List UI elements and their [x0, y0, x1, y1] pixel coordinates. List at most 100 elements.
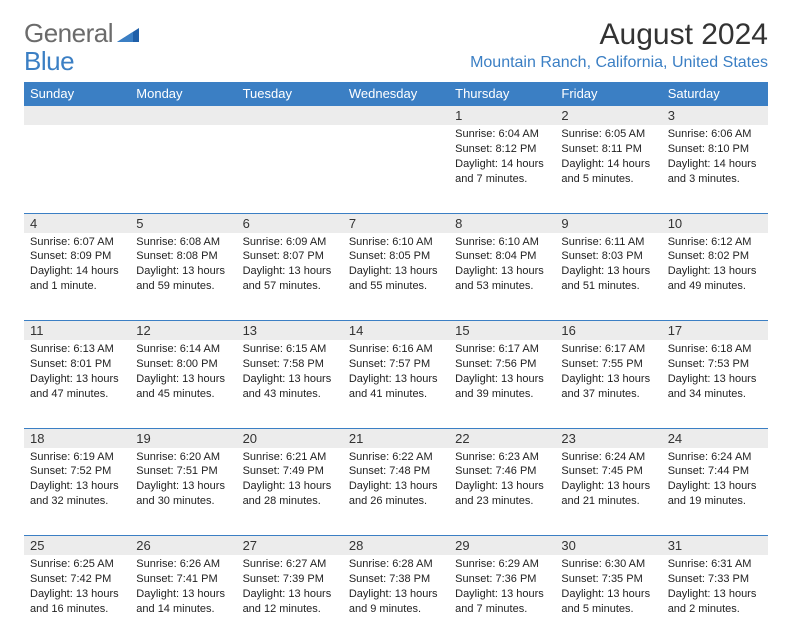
day-number-cell: 5: [130, 213, 236, 233]
day-number: 6: [237, 214, 343, 233]
day-details: Sunrise: 6:31 AMSunset: 7:33 PMDaylight:…: [662, 555, 768, 620]
day-number-cell: 20: [237, 428, 343, 448]
day-sr: Sunrise: 6:25 AM: [30, 557, 124, 572]
day-header: Monday: [130, 82, 236, 106]
day-d2: and 30 minutes.: [136, 494, 230, 509]
day-details: Sunrise: 6:13 AMSunset: 8:01 PMDaylight:…: [24, 340, 130, 405]
day-d1: Daylight: 13 hours: [243, 264, 337, 279]
day-ss: Sunset: 7:53 PM: [668, 357, 762, 372]
day-d2: and 59 minutes.: [136, 279, 230, 294]
day-content-cell: [237, 125, 343, 213]
day-number-cell: 19: [130, 428, 236, 448]
day-d2: and 1 minute.: [30, 279, 124, 294]
day-ss: Sunset: 7:38 PM: [349, 572, 443, 587]
day-number: 21: [343, 429, 449, 448]
day-ss: Sunset: 8:01 PM: [30, 357, 124, 372]
day-details: Sunrise: 6:16 AMSunset: 7:57 PMDaylight:…: [343, 340, 449, 405]
day-details: Sunrise: 6:28 AMSunset: 7:38 PMDaylight:…: [343, 555, 449, 620]
day-content-cell: Sunrise: 6:10 AMSunset: 8:05 PMDaylight:…: [343, 233, 449, 321]
day-number-cell: 17: [662, 321, 768, 341]
day-sr: Sunrise: 6:10 AM: [455, 235, 549, 250]
day-sr: Sunrise: 6:12 AM: [668, 235, 762, 250]
day-number-cell: 16: [555, 321, 661, 341]
day-content-cell: Sunrise: 6:13 AMSunset: 8:01 PMDaylight:…: [24, 340, 130, 428]
day-d2: and 2 minutes.: [668, 602, 762, 617]
day-header: Tuesday: [237, 82, 343, 106]
day-sr: Sunrise: 6:30 AM: [561, 557, 655, 572]
day-d1: Daylight: 13 hours: [561, 372, 655, 387]
day-number-cell: 13: [237, 321, 343, 341]
location-subtitle: Mountain Ranch, California, United State…: [470, 54, 768, 72]
day-header: Wednesday: [343, 82, 449, 106]
day-number: 11: [24, 321, 130, 340]
day-number-cell: 25: [24, 536, 130, 556]
day-d1: Daylight: 13 hours: [30, 372, 124, 387]
day-content-cell: Sunrise: 6:31 AMSunset: 7:33 PMDaylight:…: [662, 555, 768, 643]
day-d2: and 26 minutes.: [349, 494, 443, 509]
day-d1: Daylight: 13 hours: [561, 587, 655, 602]
day-details: Sunrise: 6:17 AMSunset: 7:55 PMDaylight:…: [555, 340, 661, 405]
day-details: Sunrise: 6:24 AMSunset: 7:44 PMDaylight:…: [662, 448, 768, 513]
day-number: 26: [130, 536, 236, 555]
day-number: 24: [662, 429, 768, 448]
day-number-cell: 26: [130, 536, 236, 556]
day-details: Sunrise: 6:17 AMSunset: 7:56 PMDaylight:…: [449, 340, 555, 405]
day-header: Saturday: [662, 82, 768, 106]
day-content-cell: Sunrise: 6:26 AMSunset: 7:41 PMDaylight:…: [130, 555, 236, 643]
day-number: 14: [343, 321, 449, 340]
day-d1: Daylight: 13 hours: [668, 479, 762, 494]
day-content-cell: Sunrise: 6:30 AMSunset: 7:35 PMDaylight:…: [555, 555, 661, 643]
day-number: 4: [24, 214, 130, 233]
day-number-cell: 2: [555, 106, 661, 126]
day-details: Sunrise: 6:21 AMSunset: 7:49 PMDaylight:…: [237, 448, 343, 513]
month-title: August 2024: [470, 18, 768, 52]
day-details: Sunrise: 6:30 AMSunset: 7:35 PMDaylight:…: [555, 555, 661, 620]
day-number-cell: [343, 106, 449, 126]
day-content-cell: Sunrise: 6:22 AMSunset: 7:48 PMDaylight:…: [343, 448, 449, 536]
day-number: 23: [555, 429, 661, 448]
day-content-cell: Sunrise: 6:19 AMSunset: 7:52 PMDaylight:…: [24, 448, 130, 536]
day-number: 5: [130, 214, 236, 233]
header: General August 2024 Mountain Ranch, Cali…: [24, 18, 768, 72]
day-details: Sunrise: 6:08 AMSunset: 8:08 PMDaylight:…: [130, 233, 236, 298]
day-sr: Sunrise: 6:22 AM: [349, 450, 443, 465]
day-content-cell: Sunrise: 6:07 AMSunset: 8:09 PMDaylight:…: [24, 233, 130, 321]
day-details: Sunrise: 6:26 AMSunset: 7:41 PMDaylight:…: [130, 555, 236, 620]
day-d2: and 34 minutes.: [668, 387, 762, 402]
day-number-cell: 4: [24, 213, 130, 233]
day-content-cell: Sunrise: 6:06 AMSunset: 8:10 PMDaylight:…: [662, 125, 768, 213]
day-d2: and 28 minutes.: [243, 494, 337, 509]
day-ss: Sunset: 7:58 PM: [243, 357, 337, 372]
day-ss: Sunset: 7:33 PM: [668, 572, 762, 587]
day-details: Sunrise: 6:10 AMSunset: 8:04 PMDaylight:…: [449, 233, 555, 298]
day-details: Sunrise: 6:11 AMSunset: 8:03 PMDaylight:…: [555, 233, 661, 298]
day-content-cell: Sunrise: 6:28 AMSunset: 7:38 PMDaylight:…: [343, 555, 449, 643]
day-content-cell: Sunrise: 6:08 AMSunset: 8:08 PMDaylight:…: [130, 233, 236, 321]
day-ss: Sunset: 8:07 PM: [243, 249, 337, 264]
day-details: Sunrise: 6:20 AMSunset: 7:51 PMDaylight:…: [130, 448, 236, 513]
day-content-cell: [130, 125, 236, 213]
day-d2: and 41 minutes.: [349, 387, 443, 402]
day-sr: Sunrise: 6:04 AM: [455, 127, 549, 142]
day-ss: Sunset: 8:12 PM: [455, 142, 549, 157]
day-ss: Sunset: 7:52 PM: [30, 464, 124, 479]
day-d1: Daylight: 13 hours: [136, 587, 230, 602]
day-content-cell: Sunrise: 6:23 AMSunset: 7:46 PMDaylight:…: [449, 448, 555, 536]
day-number-cell: 30: [555, 536, 661, 556]
day-ss: Sunset: 8:10 PM: [668, 142, 762, 157]
day-d1: Daylight: 14 hours: [561, 157, 655, 172]
week-number-row: 25262728293031: [24, 536, 768, 556]
day-ss: Sunset: 7:51 PM: [136, 464, 230, 479]
day-details: Sunrise: 6:24 AMSunset: 7:45 PMDaylight:…: [555, 448, 661, 513]
day-details: Sunrise: 6:23 AMSunset: 7:46 PMDaylight:…: [449, 448, 555, 513]
day-content-cell: Sunrise: 6:21 AMSunset: 7:49 PMDaylight:…: [237, 448, 343, 536]
week-number-row: 18192021222324: [24, 428, 768, 448]
day-content-cell: Sunrise: 6:29 AMSunset: 7:36 PMDaylight:…: [449, 555, 555, 643]
day-content-cell: Sunrise: 6:20 AMSunset: 7:51 PMDaylight:…: [130, 448, 236, 536]
day-sr: Sunrise: 6:23 AM: [455, 450, 549, 465]
day-content-cell: Sunrise: 6:17 AMSunset: 7:55 PMDaylight:…: [555, 340, 661, 428]
day-details: Sunrise: 6:05 AMSunset: 8:11 PMDaylight:…: [555, 125, 661, 190]
day-d1: Daylight: 13 hours: [349, 264, 443, 279]
day-d1: Daylight: 14 hours: [455, 157, 549, 172]
day-ss: Sunset: 7:35 PM: [561, 572, 655, 587]
